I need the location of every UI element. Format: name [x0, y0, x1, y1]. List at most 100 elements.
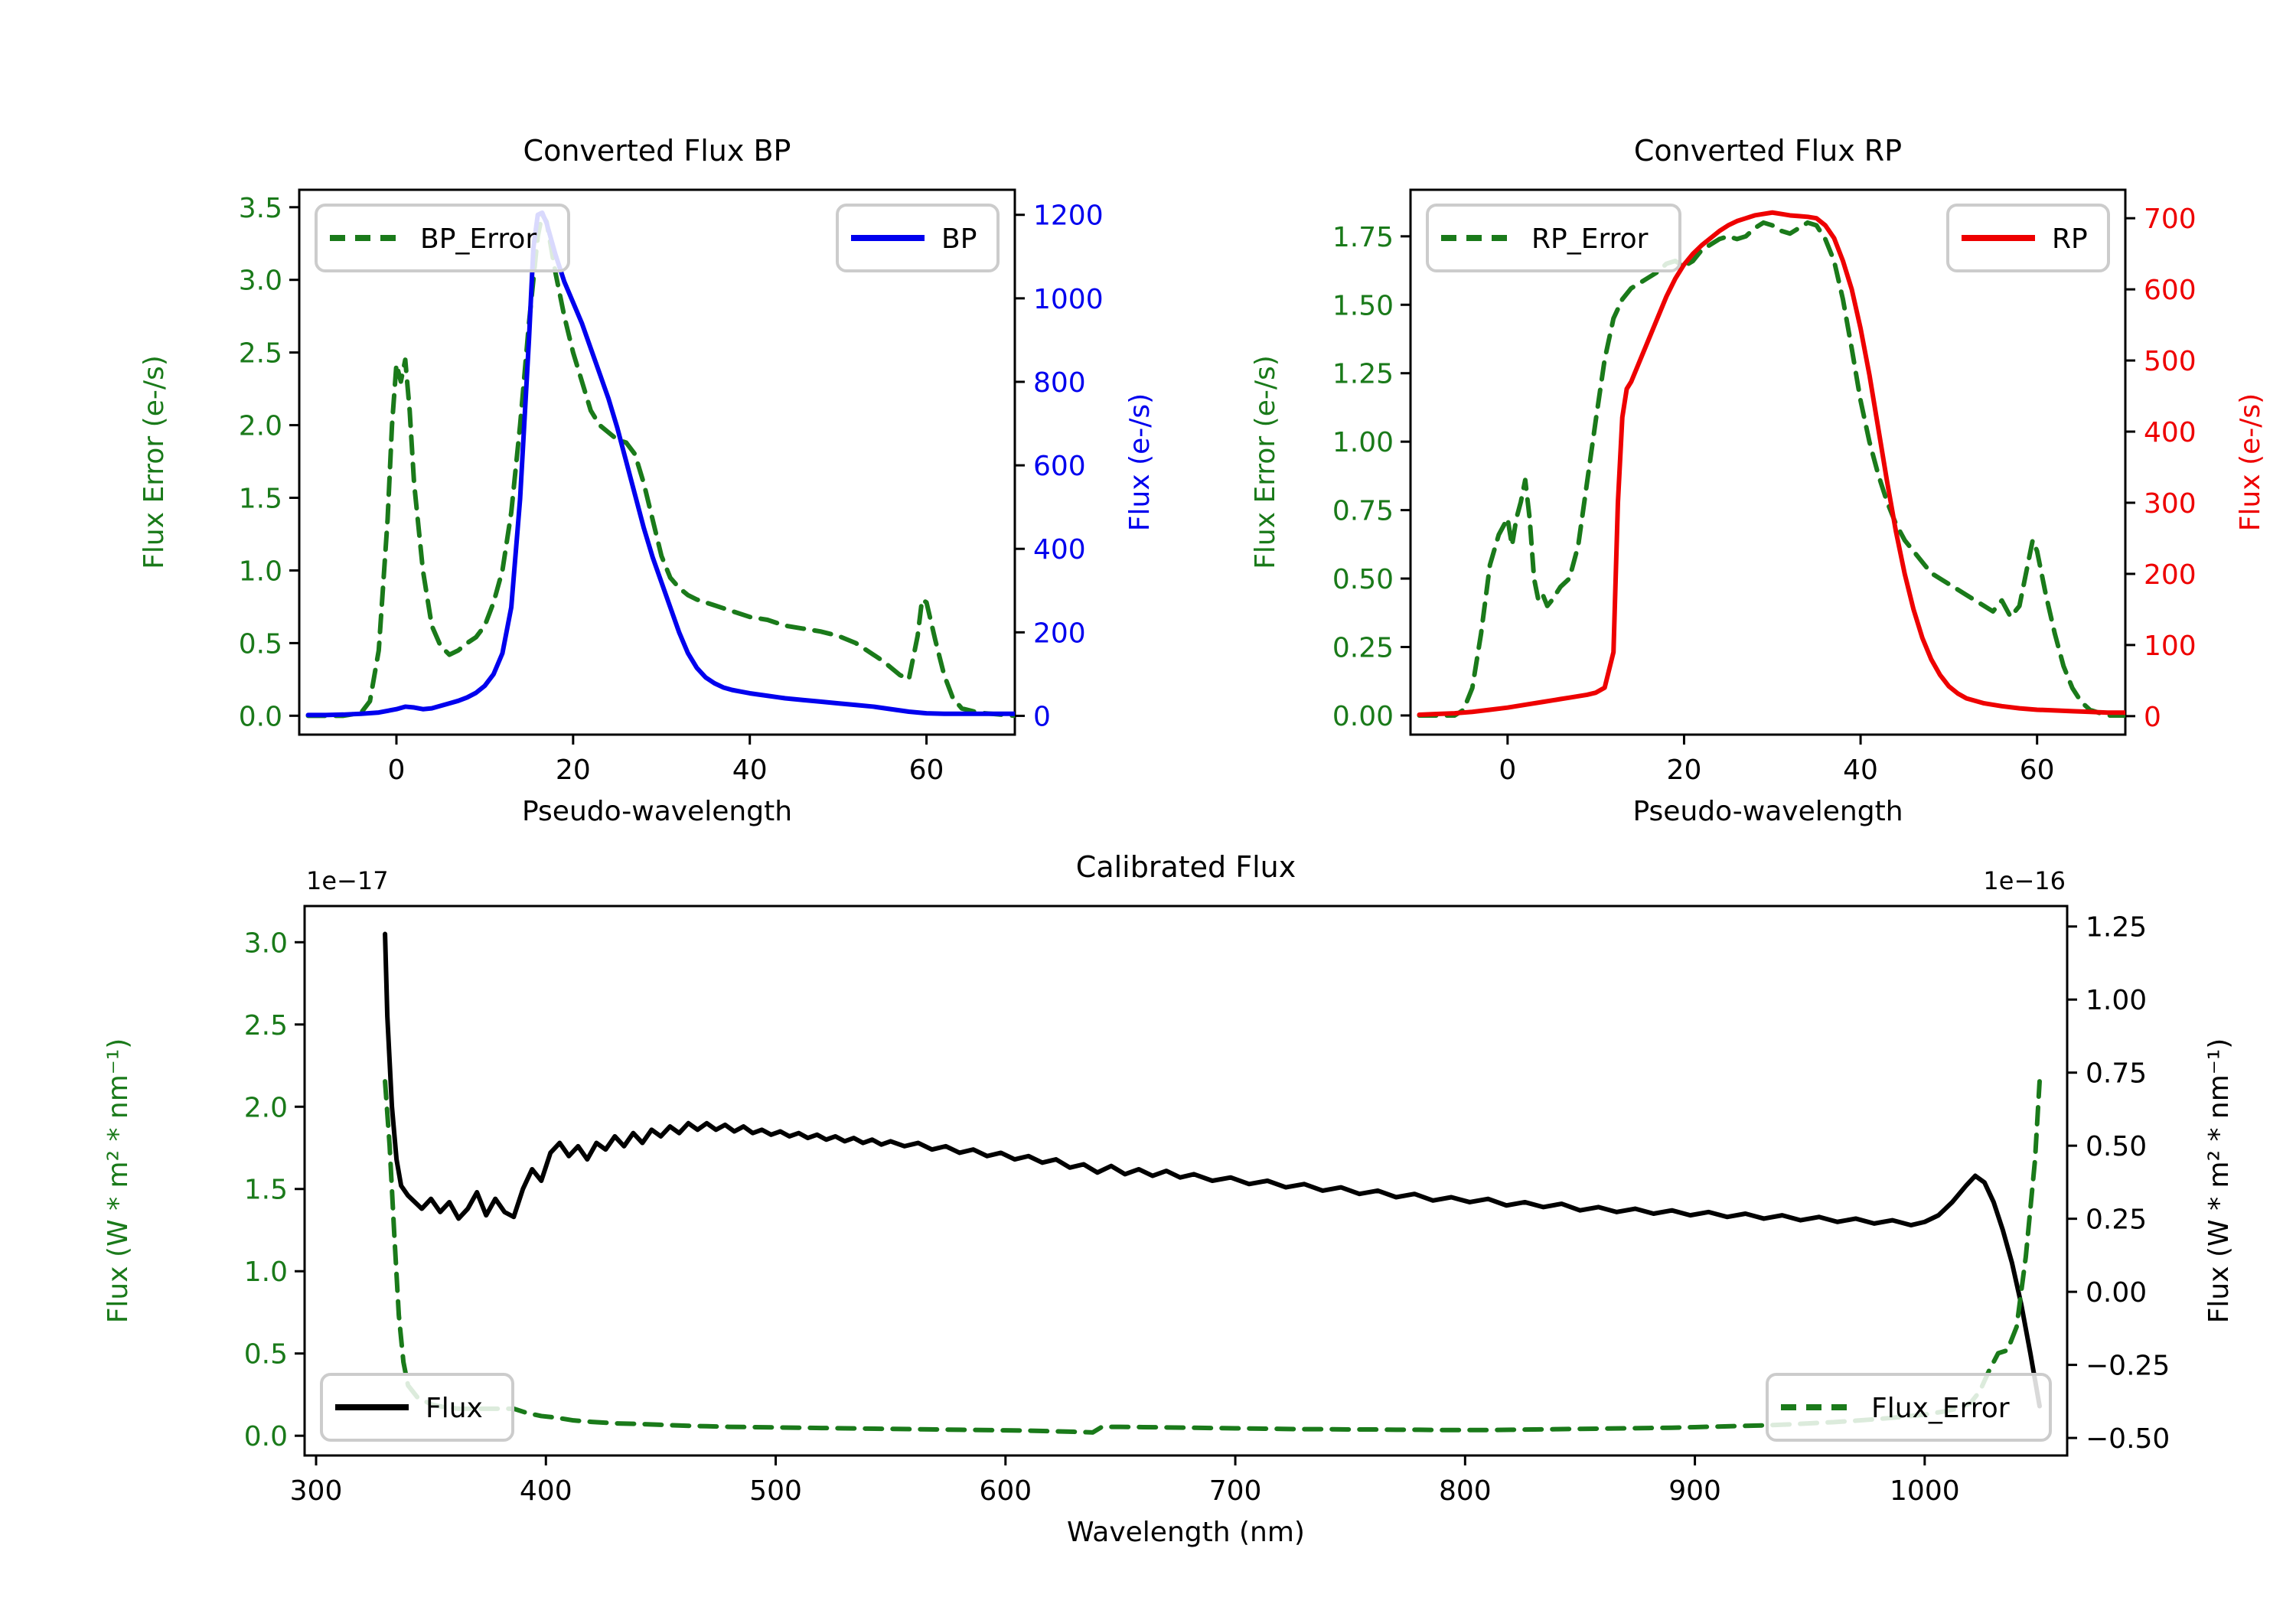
y-tick-label-left: 1.0	[244, 1257, 288, 1288]
legend-rp[interactable]: RP	[1946, 204, 2110, 272]
y-tick-label-left: 3.0	[239, 266, 282, 297]
y-tick-label-right: 0.75	[2086, 1058, 2147, 1090]
y-tick-label-left: 1.0	[239, 556, 282, 587]
y-tick-label-left: 1.5	[244, 1175, 288, 1206]
axes-frame	[303, 905, 2069, 1457]
legend-bp-error[interactable]: BP_Error	[315, 204, 570, 272]
legend-rp-error[interactable]: RP_Error	[1426, 204, 1681, 272]
y-tick-label-right: 1200	[1033, 200, 1104, 232]
y-tick-label-right: 300	[2144, 488, 2197, 520]
y-tick-label-left: 2.5	[244, 1010, 288, 1041]
y-tick-label-left: 1.25	[1332, 359, 1394, 390]
y-tick-label-right: 0.00	[2086, 1277, 2147, 1309]
x-tick-label: 20	[556, 755, 591, 786]
y-tick-label-right: −0.25	[2086, 1351, 2170, 1382]
y-axis-label-right: Flux (e-/s)	[1124, 393, 1156, 531]
legend-label: Flux_Error	[1871, 1393, 2010, 1424]
y-tick-label-right: 0.50	[2086, 1131, 2147, 1162]
panel-title: Converted Flux BP	[523, 134, 791, 168]
y-axis-label-right: Flux (W * m² * nm⁻¹)	[2203, 1038, 2235, 1324]
legend-label: BP	[941, 223, 977, 255]
y-tick-label-right: 1.00	[2086, 985, 2147, 1016]
y-tick-label-right: 700	[2144, 204, 2197, 235]
x-tick-label: 40	[732, 755, 768, 786]
panel-calibrated-flux: Calibrated Flux 1e−17 1e−16 300 400 500 600 700…	[103, 850, 2235, 1548]
x-tick-label: 700	[1209, 1475, 1262, 1507]
legend-flux[interactable]: Flux	[320, 1373, 514, 1442]
y-axis-offset-label: 1e−17	[306, 866, 389, 895]
y-tick-label-left: 2.0	[244, 1092, 288, 1123]
y-axis-label-right: Flux (e-/s)	[2235, 393, 2266, 531]
x-axis-label: Pseudo-wavelength	[522, 796, 792, 827]
y-axis-label-left: Flux Error (e-/s)	[139, 355, 170, 569]
x-tick-label: 300	[290, 1475, 343, 1507]
x-tick-label: 0	[388, 755, 406, 786]
panel-title: Calibrated Flux	[1076, 850, 1296, 884]
y-tick-label-right: 200	[1033, 618, 1086, 649]
legend-box	[1426, 204, 1681, 272]
y-tick-label-right: −0.50	[2086, 1423, 2170, 1455]
series-rp	[1417, 210, 2125, 717]
x-axis-label: Wavelength (nm)	[1067, 1517, 1305, 1548]
x-tick-label: 600	[979, 1475, 1032, 1507]
x-tick-label: 20	[1667, 755, 1702, 786]
axes-frame	[1409, 188, 2127, 736]
y-tick-label-right: 600	[2144, 275, 2197, 306]
y-tick-label-right: 500	[2144, 346, 2197, 377]
y-tick-label-left: 0.00	[1332, 701, 1394, 732]
legend-label: RP_Error	[1531, 223, 1649, 255]
series-rp-error	[1417, 220, 2125, 718]
y-tick-label-left: 0.50	[1332, 564, 1394, 595]
y-tick-label-left: 1.50	[1332, 290, 1394, 321]
legend-label: BP_Error	[420, 223, 536, 255]
legend-flux-error[interactable]: Flux_Error	[1766, 1373, 2052, 1442]
y-tick-label-right: 0	[2144, 702, 2161, 733]
x-tick-label: 900	[1668, 1475, 1721, 1507]
y-tick-label-left: 3.5	[239, 193, 282, 224]
y-axis-label-left: Flux Error (e-/s)	[1250, 355, 1281, 569]
x-tick-label: 0	[1499, 755, 1516, 786]
y-tick-label-right: 0	[1033, 701, 1051, 732]
y-tick-label-left: 3.0	[244, 927, 288, 959]
legend-box	[1766, 1373, 2052, 1442]
y-tick-label-right: 1000	[1033, 284, 1104, 315]
panel-converted-flux-bp: Converted Flux BP 0 20 40 60 Pseudo-wavelengt…	[139, 134, 1156, 827]
x-tick-label: 1000	[1890, 1475, 1960, 1507]
y-tick-label-right: 1.25	[2086, 912, 2147, 944]
legend-box	[320, 1373, 514, 1442]
y-axis-label-left: Flux (W * m² * nm⁻¹)	[103, 1038, 134, 1324]
series-flux	[383, 931, 2042, 1409]
y-tick-label-left: 0.0	[244, 1421, 288, 1452]
legend-box	[315, 204, 570, 272]
y-tick-label-left: 0.0	[239, 701, 282, 732]
y-tick-label-right: 200	[2144, 559, 2197, 591]
panel-title: Converted Flux RP	[1634, 134, 1902, 168]
y-tick-label-left: 2.0	[239, 411, 282, 442]
y-tick-label-left: 1.5	[239, 484, 282, 515]
y-tick-label-right: 0.25	[2086, 1204, 2147, 1236]
x-tick-label: 800	[1439, 1475, 1492, 1507]
axes-frame	[298, 188, 1016, 736]
y-tick-label-left: 0.75	[1332, 496, 1394, 527]
y-tick-label-left: 2.5	[239, 338, 282, 370]
y-tick-label-left: 0.25	[1332, 633, 1394, 664]
x-tick-label: 60	[909, 755, 944, 786]
x-axis-label: Pseudo-wavelength	[1632, 796, 1903, 827]
x-tick-label: 500	[749, 1475, 802, 1507]
legend-bp[interactable]: BP	[836, 204, 1000, 272]
legend-label: RP	[2052, 223, 2088, 255]
series-bp-error	[305, 212, 1015, 719]
y-tick-label-left: 1.75	[1332, 222, 1394, 253]
panel-converted-flux-rp: Converted Flux RP 0 20 40 60 Pseudo-wavelengt…	[1250, 134, 2266, 827]
y-axis-right-offset-label: 1e−16	[1983, 866, 2066, 895]
y-tick-label-right: 100	[2144, 631, 2197, 662]
y-tick-label-left: 1.00	[1332, 427, 1394, 458]
x-tick-label: 60	[2020, 755, 2055, 786]
y-tick-label-right: 400	[2144, 417, 2197, 448]
series-bp	[305, 210, 1015, 718]
y-tick-label-left: 0.5	[244, 1339, 288, 1371]
legend-label: Flux	[426, 1393, 483, 1424]
y-tick-label-right: 800	[1033, 367, 1086, 399]
